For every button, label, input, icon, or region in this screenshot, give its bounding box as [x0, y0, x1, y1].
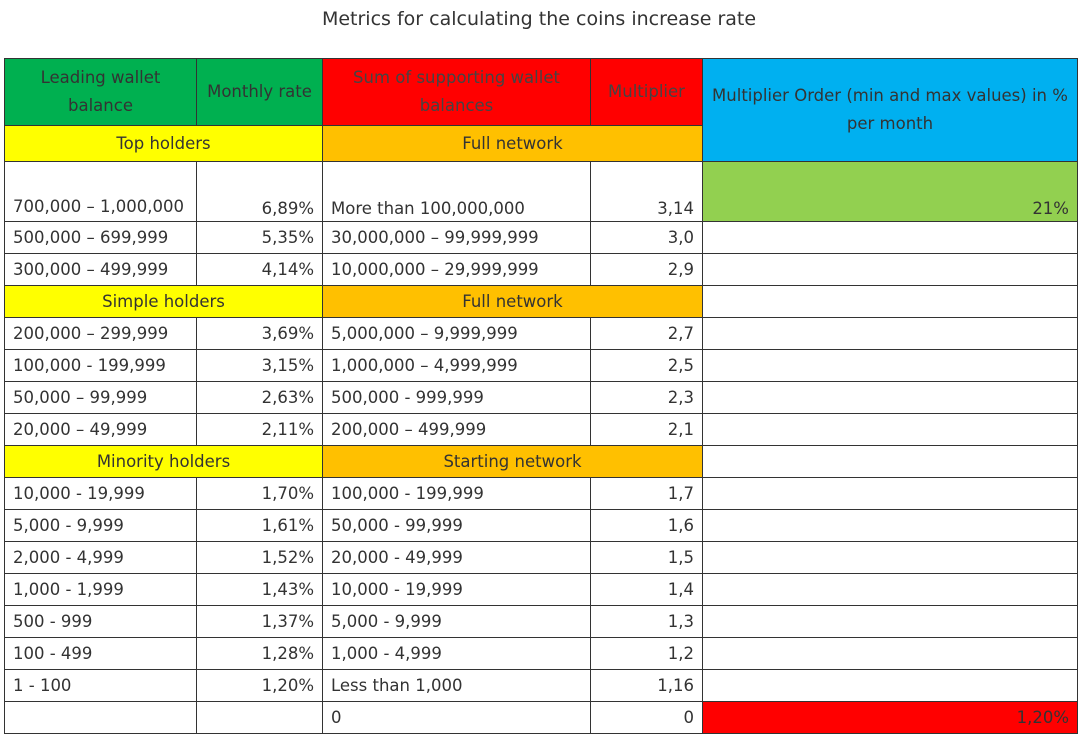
sum-cell: 20,000 - 49,999	[322, 541, 591, 574]
multiplier-cell: 1,6	[590, 509, 703, 542]
multiplier-cell: 3,14	[590, 161, 703, 222]
page-title: Metrics for calculating the coins increa…	[321, 8, 757, 30]
multiplier-cell: 2,3	[590, 381, 703, 414]
balance-cell: 10,000 - 19,999	[4, 477, 197, 510]
order-cell	[702, 573, 1078, 606]
balance-cell: 1 - 100	[4, 669, 197, 702]
multiplier-cell: 1,5	[590, 541, 703, 574]
order-cell	[702, 477, 1078, 510]
sum-cell: 10,000,000 – 29,999,999	[322, 253, 591, 286]
section-simple-holders: Simple holders	[4, 285, 323, 318]
header-multiplier: Multiplier	[590, 58, 703, 126]
balance-cell: 200,000 – 299,999	[4, 317, 197, 350]
multiplier-cell: 1,3	[590, 605, 703, 638]
rate-cell: 1,61%	[196, 509, 323, 542]
balance-cell: 500,000 – 699,999	[4, 221, 197, 254]
rate-cell: 1,37%	[196, 605, 323, 638]
rate-cell: 1,43%	[196, 573, 323, 606]
header-multiplier-order: Multiplier Order (min and max values) in…	[702, 58, 1078, 162]
section-full-network: Full network	[322, 285, 703, 318]
multiplier-cell: 1,2	[590, 637, 703, 670]
balance-cell: 2,000 - 4,999	[4, 541, 197, 574]
rate-cell: 3,15%	[196, 349, 323, 382]
rate-cell	[196, 701, 323, 734]
rate-cell: 1,70%	[196, 477, 323, 510]
order-cell	[702, 637, 1078, 670]
multiplier-cell: 2,1	[590, 413, 703, 446]
rate-cell: 4,14%	[196, 253, 323, 286]
order-cell	[702, 605, 1078, 638]
balance-cell: 50,000 – 99,999	[4, 381, 197, 414]
section-top-holders: Top holders	[4, 125, 323, 162]
order-cell	[702, 317, 1078, 350]
sum-cell: 30,000,000 – 99,999,999	[322, 221, 591, 254]
balance-cell	[4, 701, 197, 734]
rate-cell: 5,35%	[196, 221, 323, 254]
balance-cell: 1,000 - 1,999	[4, 573, 197, 606]
sum-cell: 5,000,000 – 9,999,999	[322, 317, 591, 350]
multiplier-cell: 2,5	[590, 349, 703, 382]
multiplier-cell: 1,16	[590, 669, 703, 702]
order-max-cell: 21%	[702, 161, 1078, 222]
rate-cell: 2,11%	[196, 413, 323, 446]
balance-cell: 100,000 - 199,999	[4, 349, 197, 382]
sum-cell: 1,000,000 – 4,999,999	[322, 349, 591, 382]
rate-cell: 3,69%	[196, 317, 323, 350]
rate-cell: 1,20%	[196, 669, 323, 702]
order-min-cell: 1,20%	[702, 701, 1078, 734]
order-cell	[702, 541, 1078, 574]
sum-cell: More than 100,000,000	[322, 161, 591, 222]
sum-cell: Less than 1,000	[322, 669, 591, 702]
order-cell	[702, 253, 1078, 286]
balance-cell: 20,000 – 49,999	[4, 413, 197, 446]
balance-cell: 5,000 - 9,999	[4, 509, 197, 542]
section-starting-network: Starting network	[322, 445, 703, 478]
balance-cell: 700,000 – 1,000,000	[4, 161, 197, 222]
header-leading-balance: Leading wallet balance	[4, 58, 197, 126]
order-cell	[702, 413, 1078, 446]
order-cell	[702, 669, 1078, 702]
sum-cell: 1,000 - 4,999	[322, 637, 591, 670]
sum-cell: 5,000 - 9,999	[322, 605, 591, 638]
sum-cell: 500,000 - 999,999	[322, 381, 591, 414]
rate-cell: 2,63%	[196, 381, 323, 414]
order-cell	[702, 381, 1078, 414]
order-cell	[702, 221, 1078, 254]
multiplier-cell: 1,7	[590, 477, 703, 510]
multiplier-cell: 1,4	[590, 573, 703, 606]
balance-cell: 500 - 999	[4, 605, 197, 638]
sum-cell: 100,000 - 199,999	[322, 477, 591, 510]
rate-cell: 6,89%	[196, 161, 323, 222]
multiplier-cell: 2,7	[590, 317, 703, 350]
sum-cell: 50,000 - 99,999	[322, 509, 591, 542]
metrics-table: Leading wallet balance Monthly rate Sum …	[4, 58, 1078, 734]
section-full-network: Full network	[322, 125, 703, 162]
multiplier-cell: 2,9	[590, 253, 703, 286]
sum-cell: 10,000 - 19,999	[322, 573, 591, 606]
order-cell	[702, 445, 1078, 478]
multiplier-cell: 3,0	[590, 221, 703, 254]
balance-cell: 100 - 499	[4, 637, 197, 670]
balance-cell: 300,000 – 499,999	[4, 253, 197, 286]
multiplier-cell: 0	[590, 701, 703, 734]
order-cell	[702, 509, 1078, 542]
order-cell	[702, 285, 1078, 318]
sum-cell: 200,000 – 499,999	[322, 413, 591, 446]
section-minority-holders: Minority holders	[4, 445, 323, 478]
header-monthly-rate: Monthly rate	[196, 58, 323, 126]
rate-cell: 1,52%	[196, 541, 323, 574]
order-cell	[702, 349, 1078, 382]
rate-cell: 1,28%	[196, 637, 323, 670]
sum-cell: 0	[322, 701, 591, 734]
header-sum-supporting: Sum of supporting wallet balances	[322, 58, 591, 126]
